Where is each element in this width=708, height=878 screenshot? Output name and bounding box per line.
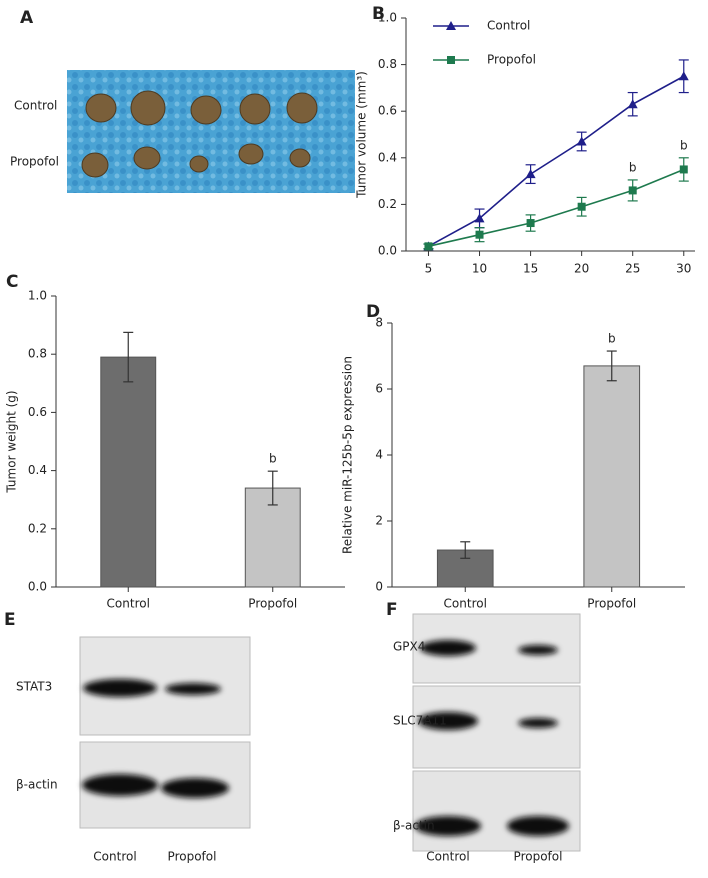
row-label: SLC7A11 — [393, 714, 447, 728]
panel-letter: D — [366, 302, 380, 322]
row-label: Control — [14, 99, 57, 113]
x-tick-label: Propofol — [248, 597, 297, 611]
y-tick-label: 0.4 — [28, 463, 47, 477]
row-label: β-actin — [16, 778, 58, 792]
y-axis-label: Relative miR-125b-5p expression — [341, 356, 355, 554]
x-tick-label: 25 — [625, 262, 640, 276]
row-label: GPX4 — [393, 640, 425, 654]
row-label: STAT3 — [16, 680, 52, 694]
lane-label: Control — [426, 850, 469, 864]
y-tick-label: 1.0 — [28, 289, 47, 303]
x-tick-label: 30 — [676, 262, 691, 276]
y-tick-label: 2 — [375, 514, 383, 528]
y-tick-label: 0.0 — [28, 580, 47, 594]
y-axis-label: Tumor weight (g) — [5, 390, 19, 493]
lane-label: Propofol — [514, 850, 563, 864]
panel-letter: C — [6, 272, 18, 292]
y-tick-label: 0.2 — [28, 521, 47, 535]
marker — [679, 165, 688, 174]
y-tick-label: 4 — [375, 448, 383, 462]
x-tick-label: Control — [444, 597, 487, 611]
y-tick-label: 6 — [375, 382, 383, 396]
y-axis-label: Tumor volume (mm³) — [355, 71, 369, 199]
y-tick-label: 0.6 — [28, 405, 47, 419]
annotation: b — [629, 160, 637, 174]
x-tick-label: 10 — [472, 262, 487, 276]
y-tick-label: 0.4 — [378, 150, 397, 164]
tumor-photo — [67, 70, 355, 193]
blot-box — [412, 770, 581, 852]
marker — [474, 213, 485, 223]
legend-label: Control — [487, 19, 530, 33]
bar — [100, 356, 157, 588]
marker — [576, 136, 587, 146]
x-tick-label: Control — [107, 597, 150, 611]
y-tick-label: 0.2 — [378, 197, 397, 211]
marker — [446, 21, 456, 30]
marker — [475, 230, 484, 239]
tumors — [81, 90, 318, 178]
x-tick-label: Propofol — [587, 597, 636, 611]
marker — [577, 202, 586, 211]
x-tick-label: 5 — [425, 262, 433, 276]
line — [428, 168, 685, 248]
marker — [424, 242, 433, 251]
row-label: β-actin — [393, 819, 435, 833]
y-tick-label: 0 — [375, 580, 383, 594]
bar — [583, 365, 641, 588]
legend-label: Propofol — [487, 53, 536, 67]
panel-letter: F — [386, 600, 398, 620]
annotation: b — [608, 332, 616, 346]
bands — [82, 679, 229, 798]
lane-label: Control — [93, 850, 136, 864]
panel-letter: A — [20, 8, 34, 28]
y-tick-label: 0.6 — [378, 104, 397, 118]
x-tick-label: 20 — [574, 262, 589, 276]
marker — [447, 56, 455, 64]
marker — [525, 169, 536, 179]
y-tick-label: 0.0 — [378, 244, 397, 258]
annotation: b — [269, 452, 277, 466]
panel-letter: B — [372, 4, 385, 24]
bands — [415, 640, 569, 836]
y-tick-label: 1.0 — [378, 11, 397, 25]
panel-letter: E — [4, 610, 16, 630]
annotation: b — [680, 138, 688, 152]
line — [428, 75, 685, 248]
y-tick-label: 0.8 — [378, 57, 397, 71]
row-label: Propofol — [10, 155, 59, 169]
x-tick-label: 15 — [523, 262, 538, 276]
marker — [526, 219, 535, 228]
y-tick-label: 0.8 — [28, 347, 47, 361]
marker — [628, 186, 637, 195]
y-tick-label: 8 — [375, 316, 383, 330]
marker — [627, 99, 638, 109]
marker — [678, 71, 689, 81]
lane-label: Propofol — [168, 850, 217, 864]
